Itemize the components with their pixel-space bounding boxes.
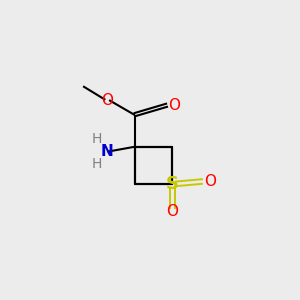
Text: O: O bbox=[101, 93, 113, 108]
Text: O: O bbox=[166, 204, 178, 219]
Text: S: S bbox=[166, 175, 179, 193]
Text: H: H bbox=[92, 157, 102, 171]
Text: O: O bbox=[168, 98, 180, 113]
Text: O: O bbox=[204, 174, 216, 189]
Text: H: H bbox=[92, 132, 102, 146]
Text: N: N bbox=[100, 144, 113, 159]
